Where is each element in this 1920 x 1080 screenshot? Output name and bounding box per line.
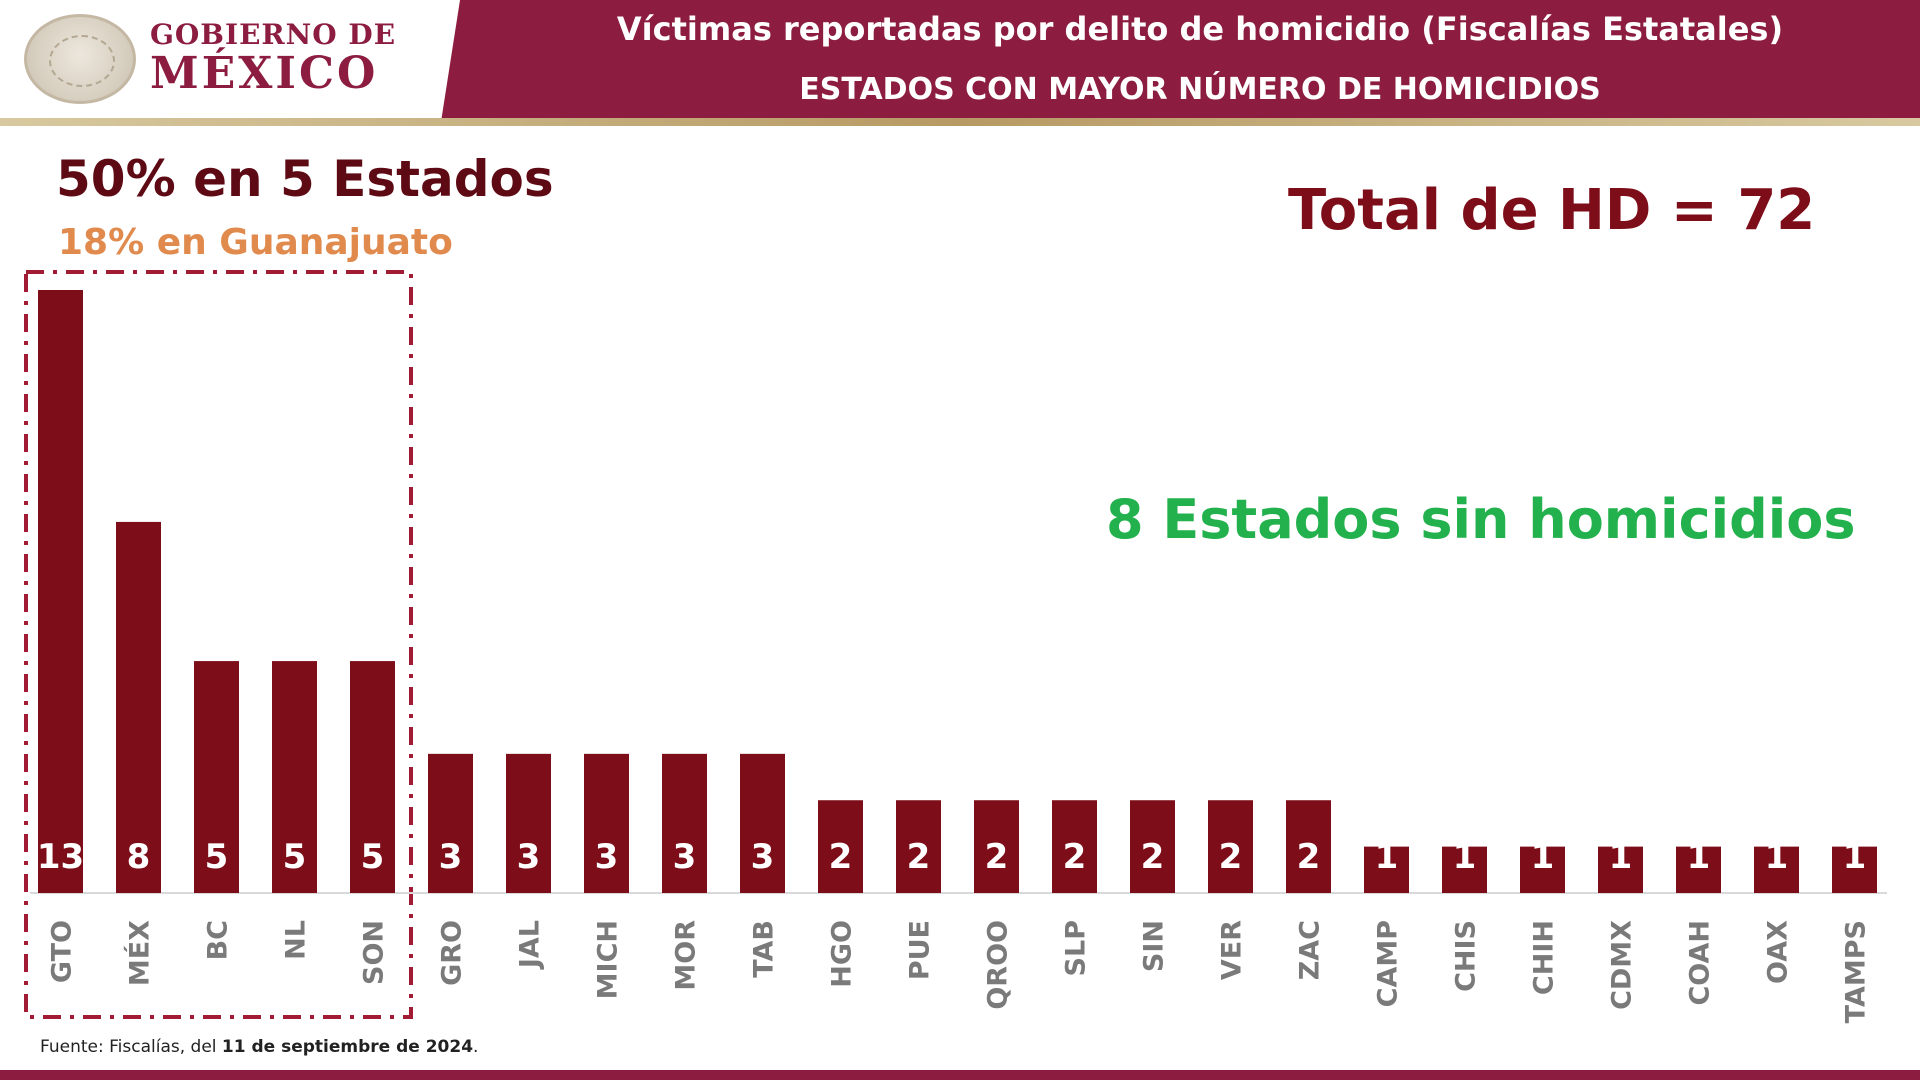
data-label-zac: 2 xyxy=(1297,837,1321,877)
data-label-oax: 1 xyxy=(1765,837,1789,877)
data-label-qroo: 2 xyxy=(985,837,1009,877)
tick-label-son: SON xyxy=(359,920,390,985)
tick-label-chih: CHIH xyxy=(1529,920,1560,995)
data-label-gro: 3 xyxy=(439,837,463,877)
data-label-sin: 2 xyxy=(1141,837,1165,877)
data-label-chih: 1 xyxy=(1531,837,1555,877)
data-label-hgo: 2 xyxy=(829,837,853,877)
bar-son xyxy=(350,661,395,893)
data-label-mor: 3 xyxy=(673,837,697,877)
annotation-guanajuato: 18% en Guanajuato xyxy=(58,222,453,263)
national-seal-icon xyxy=(24,14,136,104)
data-label-nl: 5 xyxy=(283,837,307,877)
data-label-tab: 3 xyxy=(751,837,775,877)
logo-line-2: MÉXICO xyxy=(150,48,379,99)
data-label-ver: 2 xyxy=(1219,837,1243,877)
bar-mex xyxy=(116,521,161,893)
bar-zac xyxy=(1286,800,1331,893)
annotation-total: Total de HD = 72 xyxy=(1288,178,1816,243)
data-label-mich: 3 xyxy=(595,837,619,877)
bar-chih xyxy=(1520,846,1565,893)
bar-nl xyxy=(272,661,317,893)
page-subtitle: ESTADOS CON MAYOR NÚMERO DE HOMICIDIOS xyxy=(799,72,1601,107)
tick-label-slp: SLP xyxy=(1061,920,1092,976)
tick-label-tab: TAB xyxy=(749,920,780,978)
tick-label-mex: MÉX xyxy=(124,920,156,986)
tick-label-gto: GTO xyxy=(47,920,78,983)
header-accent-line xyxy=(0,118,1920,126)
tick-label-jal: JAL xyxy=(515,920,546,970)
bar-camp xyxy=(1364,846,1409,893)
bar-oax xyxy=(1754,846,1799,893)
tick-label-pue: PUE xyxy=(905,920,936,980)
bar-pue xyxy=(896,800,941,893)
bar-qroo xyxy=(974,800,1019,893)
annotation-no-homicides: 8 Estados sin homicidios xyxy=(1106,488,1856,551)
bar-cdmx xyxy=(1598,846,1643,893)
bar-gto xyxy=(38,290,83,893)
source-note: Fuente: Fiscalías, del 11 de septiembre … xyxy=(40,1037,478,1057)
bar-mor xyxy=(662,753,707,893)
tick-label-oax: OAX xyxy=(1763,920,1794,984)
bar-slp xyxy=(1052,800,1097,893)
page-title: Víctimas reportadas por delito de homici… xyxy=(616,10,1784,48)
tick-label-nl: NL xyxy=(281,920,312,960)
data-label-son: 5 xyxy=(361,837,385,877)
tick-label-ver: VER xyxy=(1217,920,1248,980)
bar-sin xyxy=(1130,800,1175,893)
tick-label-coah: COAH xyxy=(1685,920,1716,1006)
highlight-box xyxy=(24,270,413,1019)
logo-line-1: GOBIERNO DE xyxy=(150,18,397,51)
source-date: 11 de septiembre de 2024 xyxy=(221,1037,474,1057)
bar-coah xyxy=(1676,846,1721,893)
tick-label-cdmx: CDMX xyxy=(1607,920,1638,1010)
bar-chis xyxy=(1442,846,1487,893)
data-label-cdmx: 1 xyxy=(1609,837,1633,877)
data-label-jal: 3 xyxy=(517,837,541,877)
tick-label-mor: MOR xyxy=(671,920,702,991)
tick-label-qroo: QROO xyxy=(983,920,1014,1010)
tick-label-bc: BC xyxy=(203,920,234,960)
bar-mich xyxy=(584,753,629,893)
data-label-bc: 5 xyxy=(205,837,229,877)
bar-tamps xyxy=(1832,846,1877,893)
bar-tab xyxy=(740,753,785,893)
data-label-tamps: 1 xyxy=(1843,837,1867,877)
tick-label-tamps: TAMPS xyxy=(1841,920,1872,1023)
tick-label-mich: MICH xyxy=(593,920,624,999)
annotation-top-five: 50% en 5 Estados xyxy=(56,150,554,208)
bar-jal xyxy=(506,753,551,893)
data-label-gto: 13 xyxy=(37,837,84,877)
tick-label-gro: GRO xyxy=(437,920,468,986)
bottom-bar xyxy=(0,1070,1920,1080)
data-label-slp: 2 xyxy=(1063,837,1087,877)
tick-label-chis: CHIS xyxy=(1451,920,1482,992)
tick-label-zac: ZAC xyxy=(1295,920,1326,980)
data-label-chis: 1 xyxy=(1453,837,1477,877)
tick-label-hgo: HGO xyxy=(827,920,858,988)
bar-ver xyxy=(1208,800,1253,893)
data-label-pue: 2 xyxy=(907,837,931,877)
tick-label-camp: CAMP xyxy=(1373,920,1404,1007)
source-suffix: . xyxy=(473,1037,479,1057)
tick-label-sin: SIN xyxy=(1139,920,1170,972)
data-label-camp: 1 xyxy=(1375,837,1399,877)
source-prefix: Fuente: Fiscalías, del xyxy=(40,1037,222,1057)
data-label-coah: 1 xyxy=(1687,837,1711,877)
bar-bc xyxy=(194,661,239,893)
bar-hgo xyxy=(818,800,863,893)
logo-panel: GOBIERNO DE MÉXICO xyxy=(0,0,460,118)
bar-gro xyxy=(428,753,473,893)
data-label-mex: 8 xyxy=(127,837,151,877)
